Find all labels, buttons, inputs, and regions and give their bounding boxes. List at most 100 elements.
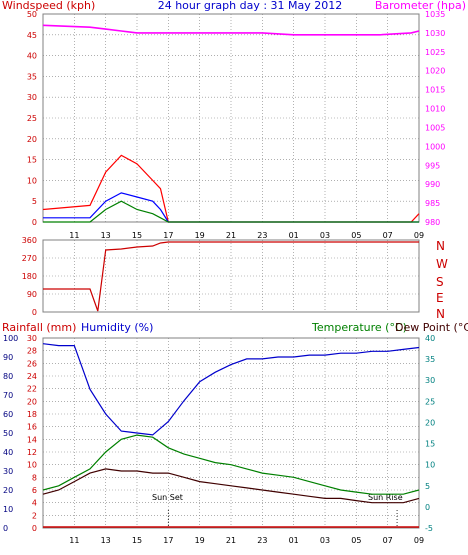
p1-xtick-0: 11 — [69, 231, 79, 240]
p3-ytick-hum-6: 60 — [3, 410, 13, 419]
wind-min-line — [43, 200, 419, 223]
temperature-axis-label: Temperature (°C) — [311, 321, 407, 334]
sunset-label: Sun Set — [152, 493, 183, 502]
wind-direction-line — [43, 241, 419, 312]
compass-w: W — [436, 257, 448, 271]
p3-xtick-4: 19 — [195, 536, 205, 545]
p3-ytick-hum-0: 0 — [3, 524, 8, 533]
p1-ytick-left-0: 0 — [32, 218, 37, 227]
p3-ytick-hum-3: 30 — [3, 467, 13, 476]
compass-s: S — [436, 275, 444, 289]
p3-ytick-rain-3: 6 — [32, 486, 37, 495]
barometer-axis-label: Barometer (hpa) — [375, 0, 466, 12]
p1-ytick-left-10: 50 — [27, 10, 37, 19]
p3-xtick-9: 05 — [351, 536, 361, 545]
p3-xtick-5: 21 — [226, 536, 236, 545]
p3-ytick-rain-2: 4 — [32, 499, 37, 508]
series-lines — [42, 24, 420, 528]
p3-ytick-hum-5: 50 — [3, 429, 13, 438]
chart-title: 24 hour graph day : 31 May 2012 — [158, 0, 343, 12]
p3-ytick-rain-9: 18 — [27, 410, 37, 419]
p3-ytick-temp-6: 25 — [425, 397, 435, 406]
p3-ytick-hum-7: 70 — [3, 391, 13, 400]
p1-xtick-2: 15 — [132, 231, 142, 240]
p1-ytick-right-8: 1020 — [425, 67, 445, 76]
p3-ytick-temp-2: 5 — [425, 482, 430, 491]
dewpoint-line — [42, 468, 420, 504]
p3-ytick-hum-8: 80 — [3, 372, 13, 381]
p1-ytick-left-1: 5 — [32, 197, 37, 206]
temperature-line — [42, 434, 420, 495]
p1-xtick-5: 21 — [226, 231, 236, 240]
p3-ytick-temp-4: 15 — [425, 440, 435, 449]
windspeed-axis-label: Windspeed (kph) — [2, 0, 95, 12]
p3-ytick-hum-2: 20 — [3, 486, 13, 495]
p3-xtick-8: 03 — [320, 536, 330, 545]
p1-xtick-11: 09 — [414, 231, 424, 240]
p3-ytick-rain-1: 2 — [32, 511, 37, 520]
p3-ytick-temp-1: 0 — [425, 503, 430, 512]
p2-ytick-4: 360 — [22, 236, 37, 245]
p3-ytick-rain-11: 22 — [27, 385, 37, 394]
p2-ytick-2: 180 — [22, 272, 37, 281]
p1-ytick-right-3: 995 — [425, 161, 440, 170]
p1-xtick-6: 23 — [257, 231, 267, 240]
p2-ytick-3: 270 — [22, 254, 37, 263]
p1-ytick-right-10: 1030 — [425, 29, 445, 38]
p3-ytick-rain-14: 28 — [27, 347, 37, 356]
p3-ytick-rain-10: 20 — [27, 397, 37, 406]
p1-ytick-left-3: 15 — [27, 156, 37, 165]
p1-ytick-right-1: 985 — [425, 199, 440, 208]
p3-xtick-6: 23 — [257, 536, 267, 545]
p1-ytick-right-9: 1025 — [425, 48, 445, 57]
p1-ytick-right-7: 1015 — [425, 86, 445, 95]
p3-xtick-3: 17 — [163, 536, 173, 545]
compass-e: E — [436, 291, 444, 305]
p3-ytick-hum-4: 40 — [3, 448, 13, 457]
p1-ytick-left-7: 35 — [27, 72, 37, 81]
p3-xtick-1: 13 — [101, 536, 111, 545]
compass-n-bottom: N — [436, 307, 445, 321]
p3-ytick-rain-6: 12 — [27, 448, 37, 457]
grid-lines — [43, 13, 420, 529]
compass-n-top: N — [436, 239, 445, 253]
p1-xtick-8: 03 — [320, 231, 330, 240]
p2-ytick-0: 0 — [32, 308, 37, 317]
p3-ytick-hum-10: 100 — [3, 334, 18, 343]
p3-ytick-temp-8: 35 — [425, 355, 435, 364]
rainfall-axis-label: Rainfall (mm) — [2, 321, 76, 334]
p1-ytick-right-5: 1005 — [425, 123, 445, 132]
dewpoint-axis-label: Dew Point (°C) — [395, 321, 468, 334]
p1-xtick-10: 07 — [383, 231, 393, 240]
p1-ytick-right-6: 1010 — [425, 105, 445, 114]
p1-ytick-left-5: 25 — [27, 114, 37, 123]
sunrise-label: Sun Rise — [368, 493, 403, 502]
p3-ytick-temp-0: -5 — [425, 524, 433, 533]
p1-xtick-3: 17 — [163, 231, 173, 240]
p3-xtick-2: 15 — [132, 536, 142, 545]
p1-ytick-left-8: 40 — [27, 52, 37, 61]
p3-xtick-10: 07 — [383, 536, 393, 545]
p3-ytick-rain-13: 26 — [27, 359, 37, 368]
p3-ytick-rain-7: 14 — [27, 435, 37, 444]
humidity-axis-label: Humidity (%) — [81, 321, 153, 334]
p1-xtick-1: 13 — [101, 231, 111, 240]
p3-ytick-rain-4: 8 — [32, 473, 37, 482]
p3-ytick-rain-0: 0 — [32, 524, 37, 533]
p3-ytick-temp-9: 40 — [425, 334, 435, 343]
p1-ytick-left-6: 30 — [27, 93, 37, 102]
p3-ytick-temp-7: 30 — [425, 376, 435, 385]
p3-xtick-7: 01 — [289, 536, 299, 545]
p3-ytick-rain-15: 30 — [27, 334, 37, 343]
humidity-line — [42, 343, 420, 436]
p1-ytick-left-4: 20 — [27, 135, 37, 144]
p1-xtick-7: 01 — [289, 231, 299, 240]
p3-ytick-temp-5: 20 — [425, 418, 435, 427]
p3-ytick-temp-3: 10 — [425, 461, 435, 470]
p2-ytick-1: 90 — [27, 290, 37, 299]
p1-ytick-left-2: 10 — [27, 176, 37, 185]
p3-ytick-hum-1: 10 — [3, 505, 13, 514]
p1-xtick-9: 05 — [351, 231, 361, 240]
